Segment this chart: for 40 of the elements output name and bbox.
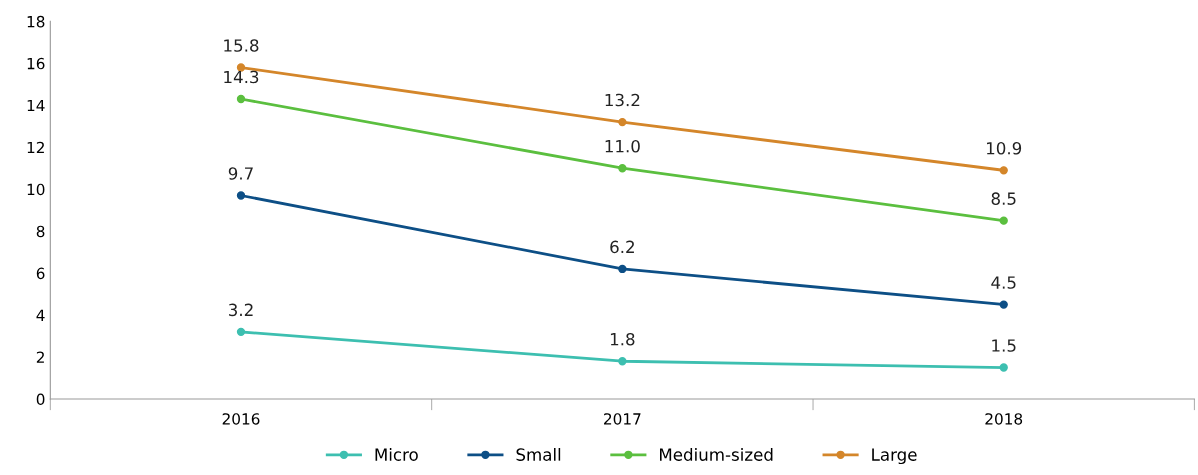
y-tick-label: 14 [27,99,45,112]
data-label: 4.5 [991,276,1016,289]
data-label: 8.5 [991,192,1016,205]
data-label: 14.3 [224,70,259,84]
point [618,264,627,274]
data-label: 1.8 [610,332,635,346]
point [236,94,246,104]
y-tick-label: 18 [27,15,45,28]
data-label: 9.7 [228,167,253,180]
x-tick-label: 2018 [985,413,1023,425]
legend-label: Medium-sized [660,447,773,461]
legend-label: Small [516,447,561,461]
point [618,357,627,366]
data-label: 13.2 [605,93,640,107]
y-tick-label: 10 [27,183,45,196]
point [999,216,1008,225]
y-tick-label: 2 [36,351,44,363]
point [618,164,627,173]
point [618,117,627,127]
point [999,300,1008,309]
point [236,327,246,337]
y-tick-label: 16 [27,57,45,70]
data-label: 15.8 [224,39,259,52]
y-tick-label: 4 [36,309,45,321]
data-label: 10.9 [987,141,1022,155]
legend-label: Micro [375,447,418,461]
y-tick-label: 8 [36,225,45,238]
point [999,363,1008,372]
point [236,191,246,200]
data-label: 1.5 [992,339,1016,352]
y-tick-label: 6 [36,267,45,280]
x-tick-label: 2016 [222,413,260,425]
point [999,166,1008,175]
y-tick-label: 12 [27,141,44,154]
data-label: 6.2 [610,240,634,254]
data-label: 11.0 [605,139,640,153]
x-tick-label: 2017 [604,413,641,425]
y-tick-label: 0 [36,393,45,406]
legend-label: Large [872,448,917,465]
data-label: 3.2 [229,303,253,317]
